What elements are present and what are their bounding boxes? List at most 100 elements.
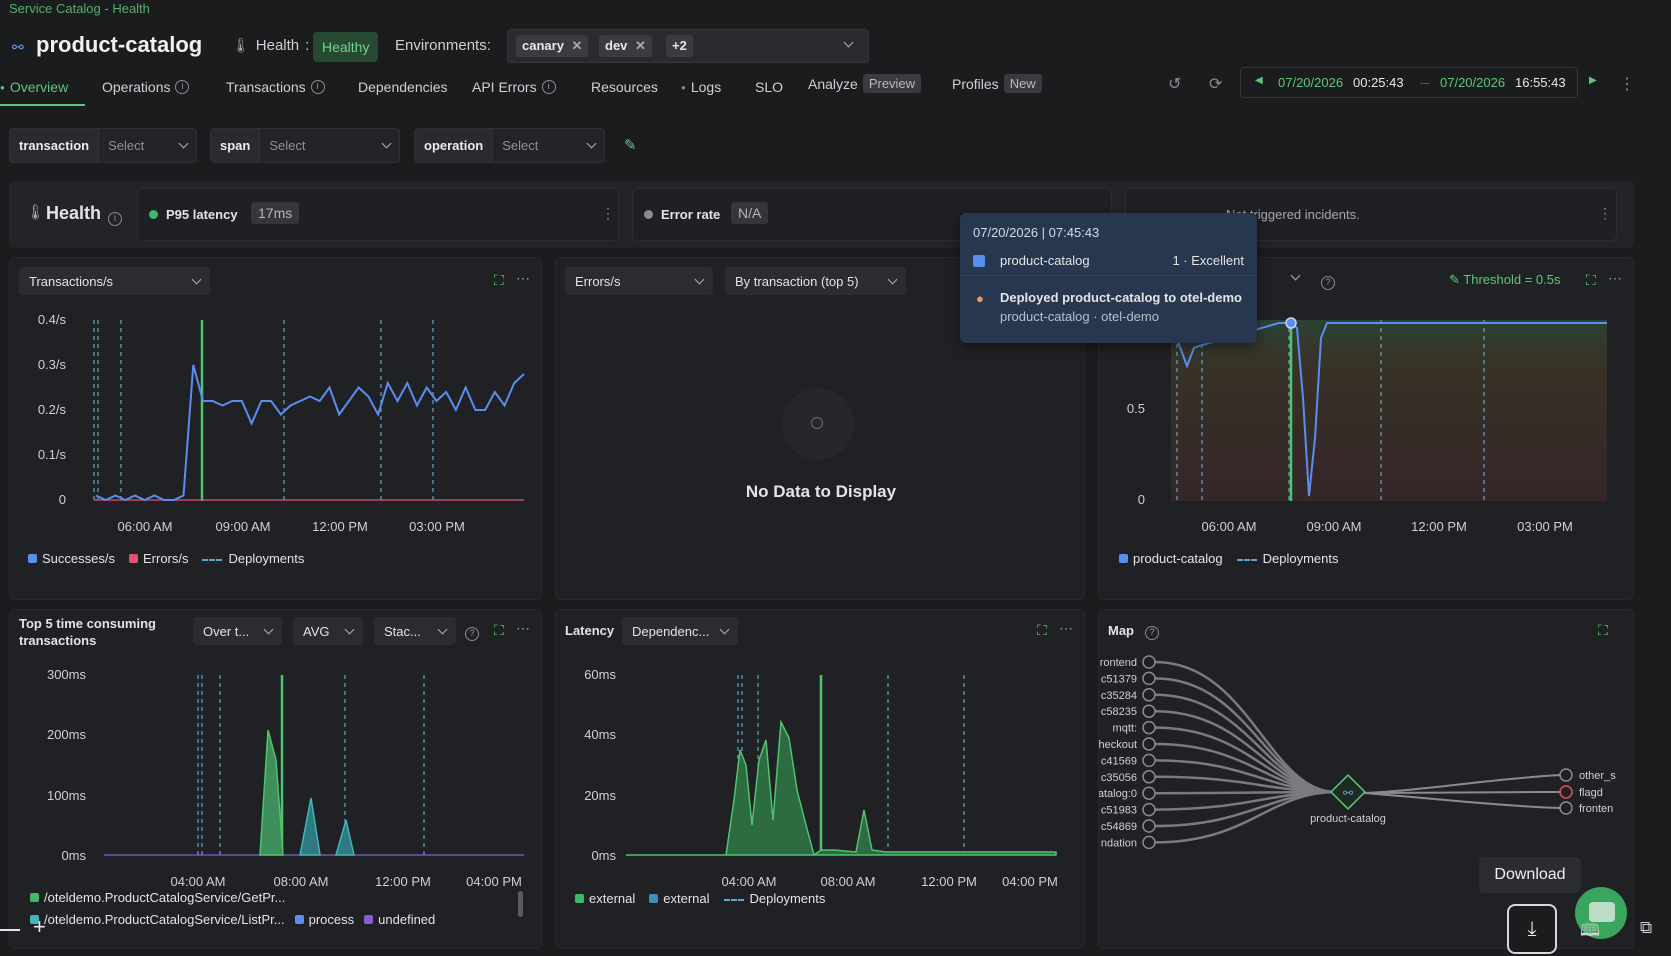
close-icon[interactable]: ✕ [635, 38, 646, 53]
downstream-label: flagd [1579, 787, 1603, 799]
legend-item[interactable]: process [294, 912, 354, 927]
legend-item[interactable]: external [575, 891, 635, 906]
upstream-node[interactable] [1142, 671, 1156, 686]
info-icon[interactable]: i [108, 208, 122, 226]
tab-operations[interactable]: Operations i [102, 79, 190, 95]
listproducts-series-area [335, 819, 355, 856]
upstream-node[interactable] [1142, 802, 1156, 817]
health-status-badge: Healthy [313, 32, 379, 62]
prev-range-icon[interactable]: ◀ [1255, 75, 1263, 86]
threshold-button[interactable]: ✎ Threshold = 0.5s [1449, 272, 1561, 287]
legend-item[interactable]: Deployments [1236, 551, 1339, 566]
expand-icon[interactable]: ⛶ [1598, 622, 1608, 638]
upstream-node[interactable] [1142, 688, 1156, 702]
dependency-dropdown[interactable]: Dependenc... [622, 617, 738, 645]
zoom-in-icon[interactable]: + [33, 914, 46, 939]
errors-metric-dropdown[interactable]: Errors/s [565, 267, 713, 295]
close-icon[interactable]: ✕ [571, 38, 583, 53]
more-vertical-icon[interactable]: ⋮ [601, 205, 615, 221]
tab-slo[interactable]: SLO [755, 79, 783, 95]
tab-api-errors[interactable]: API Errors i [472, 79, 556, 95]
download-button[interactable]: ⤓ [1507, 904, 1557, 954]
refresh-icon[interactable]: ⟳ [1209, 76, 1223, 93]
chat-assistant-button[interactable] [1575, 887, 1627, 939]
edit-filters-icon[interactable]: ✎ [624, 137, 637, 154]
upstream-label: atalog:0 [1099, 788, 1137, 800]
breadcrumb[interactable]: Service Catalog - Health [9, 1, 150, 16]
upstream-node[interactable] [1142, 786, 1156, 800]
book-icon[interactable]: 🕮 [1580, 921, 1601, 940]
tab-overview[interactable]: ● Overview [0, 79, 69, 95]
transaction-filter[interactable]: transaction Select [9, 128, 197, 163]
more-vertical-icon[interactable]: ⋮ [1598, 205, 1612, 221]
p95-latency-card[interactable]: P95 latency 17ms ⋮ [137, 188, 619, 241]
help-icon[interactable]: ? [1321, 272, 1335, 290]
env-chip-dev[interactable]: dev ✕ [599, 35, 652, 57]
chevron-down-icon[interactable] [843, 37, 854, 48]
legend-item[interactable]: Errors/s [128, 551, 188, 566]
tooltip-divider [960, 275, 1257, 276]
upstream-node[interactable] [1142, 819, 1156, 833]
legend-item[interactable]: Successes/s [28, 551, 115, 566]
env-chip-canary[interactable]: canary ✕ [516, 35, 589, 57]
p95-value: 17ms [251, 202, 300, 224]
group-by-dropdown[interactable]: By transaction (top 5) [725, 267, 906, 295]
legend-item[interactable]: external [649, 891, 710, 906]
more-horizontal-icon[interactable]: ⋯ [1059, 620, 1073, 636]
upstream-node[interactable] [1142, 770, 1156, 784]
tab-analyze[interactable]: Analyze Preview [808, 74, 922, 93]
legend-scrollbar[interactable] [518, 891, 523, 917]
tab-label: Transactions [226, 79, 306, 95]
more-horizontal-icon[interactable]: ⋯ [1608, 270, 1622, 286]
operation-filter[interactable]: operation Select [414, 128, 605, 163]
help-icon[interactable]: ? [1145, 622, 1159, 640]
expand-icon[interactable]: ⛶ [1586, 272, 1596, 288]
downstream-label: other_s [1579, 770, 1616, 782]
metric-dropdown[interactable]: Transactions/s [19, 267, 210, 295]
env-more-chip[interactable]: +2 [666, 35, 693, 57]
tab-logs[interactable]: ● Logs [681, 79, 722, 95]
upstream-node[interactable] [1142, 655, 1156, 669]
threshold-label: Threshold = 0.5s [1463, 272, 1561, 287]
legend-item[interactable]: Deployments [202, 551, 304, 566]
apdex-zone-background [1171, 320, 1607, 501]
environments-select[interactable]: canary ✕ dev ✕ +2 [507, 29, 869, 63]
legend-item[interactable]: undefined [364, 912, 435, 927]
tab-dependencies[interactable]: Dependencies [358, 79, 448, 95]
more-horizontal-icon[interactable]: ⋯ [516, 270, 530, 286]
span-filter[interactable]: span Select [210, 128, 400, 163]
tab-resources[interactable]: Resources [591, 79, 658, 95]
upstream-node[interactable] [1142, 704, 1156, 718]
expand-icon[interactable]: ⛶ [494, 622, 504, 638]
downstream-nodes: other_s flagd fronten [1559, 768, 1616, 815]
legend-item[interactable]: /oteldemo.ProductCatalogService/GetPr... [30, 890, 285, 905]
stack-dropdown[interactable]: Stac... [374, 617, 456, 645]
chevron-down-icon [178, 138, 189, 149]
legend-item[interactable]: product-catalog [1119, 551, 1223, 566]
next-range-icon[interactable]: ▶ [1589, 75, 1597, 86]
latency-panel: Latency Dependenc... ⛶ ⋯ 60ms 40ms 20ms … [555, 609, 1085, 949]
more-vertical-icon[interactable]: ⋮ [1619, 76, 1635, 93]
tab-transactions[interactable]: Transactions i [226, 79, 325, 95]
legend-item[interactable]: Deployments [723, 891, 825, 906]
upstream-node[interactable] [1142, 753, 1156, 768]
aggregation-dropdown[interactable]: AVG [293, 617, 363, 645]
time-range-picker[interactable]: ◀ 07/20/2026 00:25:43 07/20/2026 16:55:4… [1240, 67, 1597, 98]
upstream-node[interactable] [1142, 720, 1156, 735]
upstream-node[interactable] [1142, 835, 1156, 850]
upstream-node[interactable] [1142, 737, 1156, 751]
undo-icon[interactable]: ↺ [1168, 76, 1182, 93]
zoom-out-icon[interactable] [0, 929, 20, 931]
external-link-icon[interactable]: ⧉ [1640, 918, 1653, 937]
legend-item[interactable]: /oteldemo.ProductCatalogService/ListPr..… [30, 912, 285, 927]
expand-icon[interactable]: ⛶ [1037, 622, 1047, 638]
help-icon[interactable]: ? [465, 623, 479, 641]
legend-swatch [128, 554, 138, 563]
expand-icon[interactable]: ⛶ [494, 272, 504, 288]
over-time-dropdown[interactable]: Over t... [193, 617, 282, 645]
more-horizontal-icon[interactable]: ⋯ [516, 620, 530, 636]
tab-label: Profiles [952, 75, 999, 92]
legend-swatch [575, 894, 584, 903]
chevron-down-icon[interactable] [1290, 270, 1301, 281]
tab-profiles[interactable]: Profiles New [952, 74, 1042, 93]
